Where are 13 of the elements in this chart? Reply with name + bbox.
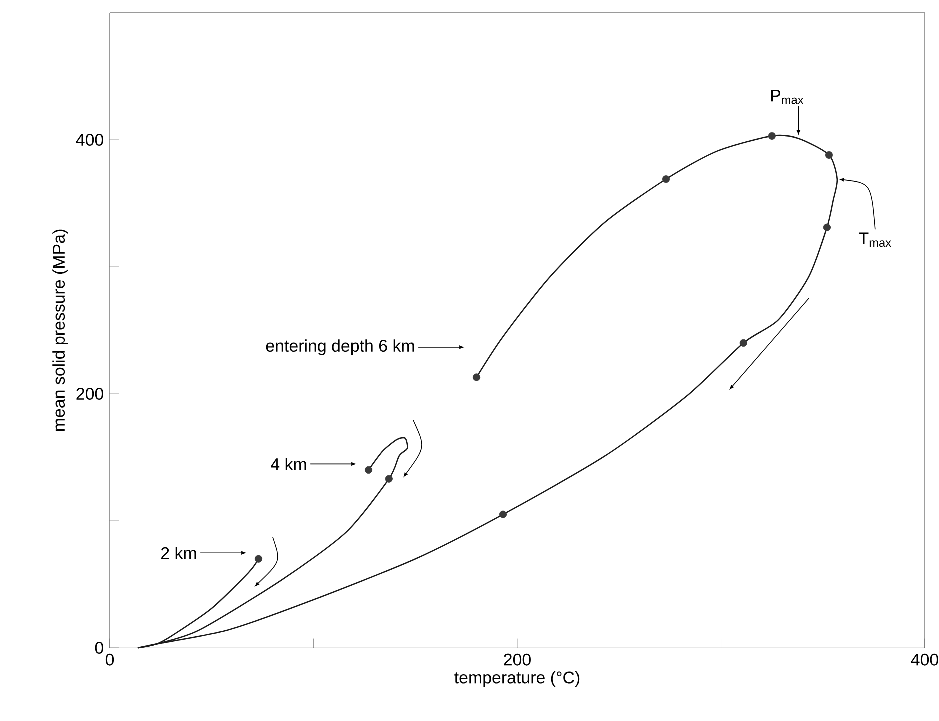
annotation: P$_{max}$: [771, 90, 804, 104]
y-tick-label: 0: [95, 642, 104, 654]
x-tick-label: 400: [911, 654, 938, 666]
annotation: T$_{max}$: [859, 232, 892, 248]
y-tick-label: 200: [76, 388, 104, 400]
text: entering depth 6 km: [266, 340, 414, 356]
text: 2 km: [162, 546, 196, 560]
x-tick-label: 200: [504, 654, 531, 666]
text: 4 km: [271, 458, 306, 470]
y-tick-label: 400: [76, 134, 104, 146]
x-axis-title: temperature (°C): [454, 671, 580, 688]
y-axis-title: mean solid pressure (MPa): [52, 230, 68, 432]
x-tick-label: 0: [106, 654, 114, 666]
